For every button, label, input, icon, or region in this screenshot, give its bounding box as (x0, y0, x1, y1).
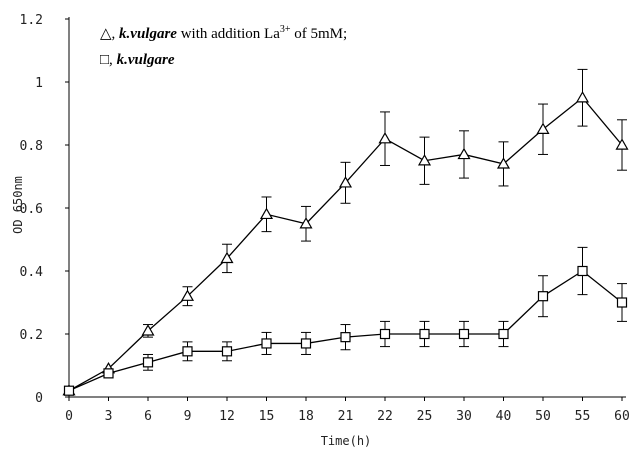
data-point-square (537, 291, 549, 302)
x-tick-label: 21 (338, 409, 354, 424)
x-ticks: 0 3 6 9 12 15 18 21 22 25 30 40 50 55 60 (65, 397, 629, 424)
data-point-triangle (259, 207, 274, 220)
data-point-square (63, 385, 75, 396)
y-tick-label: 0.2 (20, 328, 43, 343)
x-tick-label: 12 (219, 409, 235, 424)
data-point-triangle (457, 147, 471, 160)
x-tick-label: 25 (417, 409, 433, 424)
data-point-triangle (536, 122, 550, 134)
y-tick-label: 0.6 (20, 202, 43, 217)
y-tick-label: 0.4 (20, 265, 44, 280)
data-point-square (498, 328, 509, 340)
x-tick-label: 0 (65, 409, 73, 424)
x-tick-label: 50 (535, 409, 551, 424)
legend: △, k.vulgare with addition La3+ of 5mM; □… (100, 24, 347, 68)
legend-entry-triangle: △, k.vulgare with addition La3+ of 5mM; (100, 24, 347, 42)
data-point-triangle (338, 176, 353, 188)
y-tick-label: 1 (35, 76, 43, 91)
data-point-square (300, 338, 312, 349)
legend-entry-square: □, k.vulgare (100, 52, 175, 68)
data-point-square (340, 332, 351, 343)
data-point-square (142, 357, 154, 368)
data-point-square (616, 297, 628, 308)
data-point-triangle (575, 91, 590, 103)
x-tick-label: 9 (184, 409, 192, 424)
x-tick-label: 3 (105, 409, 113, 424)
data-point-square (103, 368, 114, 379)
series-triangle (62, 68, 629, 396)
x-tick-label: 40 (496, 409, 512, 424)
x-tick-label: 22 (377, 409, 393, 424)
data-point-square (577, 265, 588, 277)
y-tick-label: 0.8 (20, 139, 43, 154)
x-tick-label: 6 (144, 409, 152, 424)
data-point-square (458, 328, 470, 340)
y-ticks: 0 0.2 0.4 0.6 0.8 1 1.2 (20, 13, 69, 406)
x-tick-label: 15 (259, 409, 275, 424)
x-tick-label: 30 (456, 409, 472, 424)
data-point-triangle (141, 324, 155, 336)
data-point-triangle (220, 251, 234, 264)
data-point-square (379, 328, 391, 340)
data-point-triangle (417, 154, 432, 166)
data-point-square (182, 346, 193, 357)
x-tick-label: 18 (298, 409, 314, 424)
data-point-square (221, 346, 233, 357)
series-square (63, 246, 628, 396)
x-tick-label: 60 (614, 409, 629, 424)
y-axis-title: OD 650nm (11, 176, 25, 234)
data-point-square (419, 328, 430, 340)
data-point-triangle (378, 131, 392, 144)
x-axis-title: Time(h) (321, 434, 372, 448)
x-tick-label: 55 (575, 409, 591, 424)
series-layer (62, 68, 629, 396)
y-tick-label: 1.2 (20, 13, 43, 28)
data-point-triangle (180, 289, 195, 301)
data-point-triangle (496, 157, 511, 169)
y-tick-label: 0 (35, 391, 43, 406)
data-point-triangle (299, 217, 313, 229)
data-point-square (261, 338, 272, 349)
data-point-triangle (615, 138, 629, 150)
